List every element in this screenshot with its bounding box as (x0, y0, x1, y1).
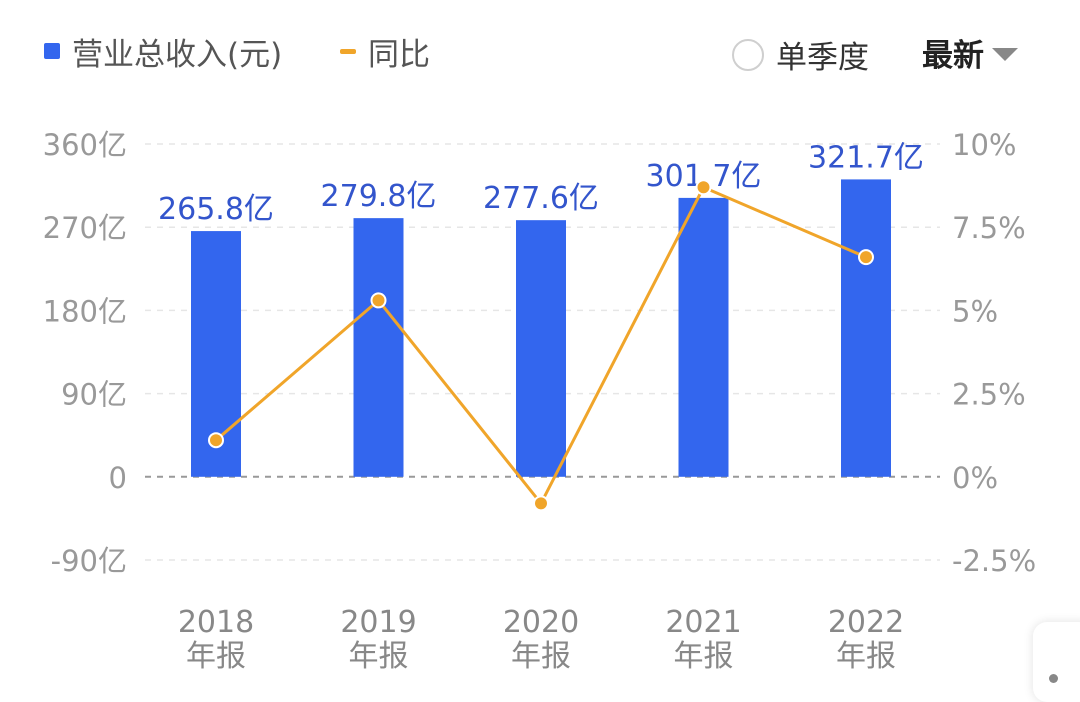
yoy-point (695, 179, 712, 196)
legend-yoy-swatch (340, 48, 356, 54)
yoy-point (370, 292, 387, 309)
x-tick-label-period: 年报 (836, 639, 896, 674)
y-right-tick-label: 7.5% (952, 211, 1026, 245)
quarterly-radio-icon[interactable] (732, 38, 764, 71)
y-right-tick-label: 10% (952, 128, 1016, 162)
x-tick-label-year: 2022 (828, 605, 904, 640)
bar (516, 220, 566, 477)
x-tick-label-period: 年报 (186, 639, 246, 674)
floating-card[interactable] (1033, 622, 1080, 702)
quarterly-toggle-label: 单季度 (776, 40, 869, 76)
yoy-point (858, 249, 874, 266)
y-left-tick-label: 0 (109, 461, 127, 495)
bar-data-label: 277.6亿 (483, 181, 599, 216)
y-left-tick-label: 90亿 (61, 378, 127, 412)
revenue-yoy-chart: 360亿 270亿 180亿 90亿 0 -90亿 10% 7.5% 5% 2.5% 0% -2.5%… (43, 128, 1037, 674)
y-left-tick-label: 180亿 (43, 294, 127, 328)
bar-data-label: 279.8亿 (321, 179, 437, 214)
x-tick-label-period: 年报 (511, 639, 571, 674)
legend-revenue-label: 营业总收入(元) (72, 36, 283, 73)
y-left-tick-label: -90亿 (51, 544, 127, 578)
chevron-down-icon (992, 48, 1018, 61)
y-right-tick-label: 5% (952, 294, 998, 328)
legend-yoy-label: 同比 (368, 36, 430, 73)
x-tick-label-year: 2019 (340, 605, 416, 640)
yoy-point (533, 495, 549, 512)
bar-data-label: 321.7亿 (808, 140, 924, 175)
legend-revenue-swatch (44, 43, 60, 59)
bar (841, 179, 891, 477)
x-tick-label-year: 2018 (178, 605, 254, 640)
y-left-tick-label: 270亿 (43, 211, 127, 245)
y-right-tick-label: 2.5% (952, 378, 1026, 412)
x-tick-label-year: 2020 (503, 605, 579, 640)
sort-dropdown[interactable]: 最新 (922, 30, 1018, 75)
quarterly-toggle[interactable]: 单季度 (732, 32, 869, 77)
bar (353, 218, 404, 477)
y-right-tick-label: 0% (952, 461, 998, 495)
yoy-point (208, 432, 224, 449)
sort-dropdown-label: 最新 (922, 38, 984, 74)
legend-revenue[interactable]: 营业总收入(元) (44, 28, 282, 74)
bar (678, 197, 729, 477)
dot-icon (1049, 674, 1058, 683)
legend-yoy[interactable]: 同比 (340, 28, 430, 74)
chart-header: 营业总收入(元) 同比 单季度 最新 (0, 0, 1080, 100)
y-left-tick-label: 360亿 (43, 128, 127, 162)
x-tick-label-year: 2021 (665, 605, 741, 640)
x-tick-label-period: 年报 (349, 639, 409, 674)
bar-data-label: 265.8亿 (158, 192, 274, 227)
y-right-tick-label: -2.5% (952, 544, 1036, 578)
x-tick-label-period: 年报 (674, 639, 734, 674)
